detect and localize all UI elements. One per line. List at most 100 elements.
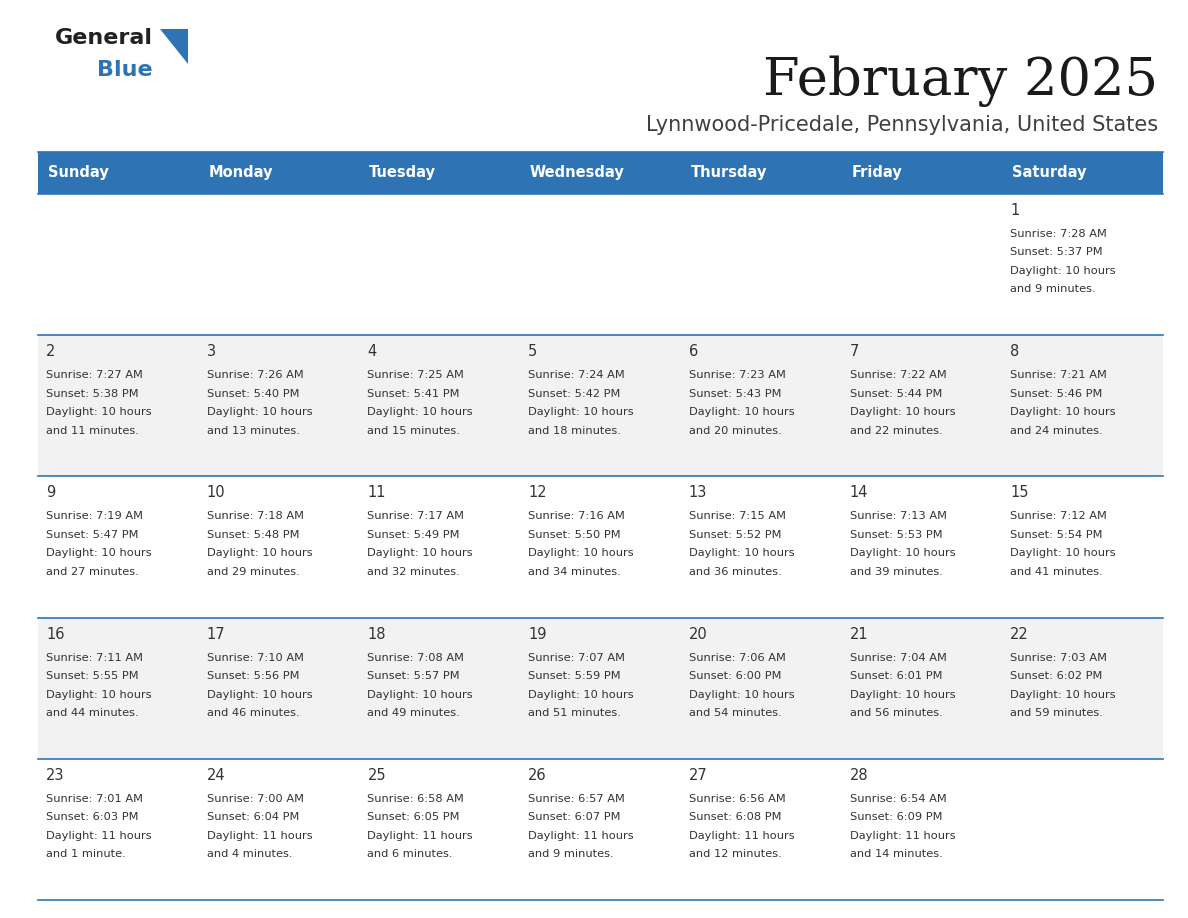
Text: Sunset: 5:49 PM: Sunset: 5:49 PM — [367, 530, 460, 540]
Text: Daylight: 10 hours: Daylight: 10 hours — [1010, 266, 1116, 276]
Text: Daylight: 11 hours: Daylight: 11 hours — [46, 831, 152, 841]
Text: Sunrise: 7:15 AM: Sunrise: 7:15 AM — [689, 511, 786, 521]
Text: Daylight: 10 hours: Daylight: 10 hours — [529, 548, 634, 558]
Text: Sunrise: 7:28 AM: Sunrise: 7:28 AM — [1010, 229, 1107, 239]
Text: and 46 minutes.: and 46 minutes. — [207, 708, 299, 718]
Text: Sunset: 5:55 PM: Sunset: 5:55 PM — [46, 671, 139, 681]
Text: Daylight: 11 hours: Daylight: 11 hours — [849, 831, 955, 841]
Text: and 54 minutes.: and 54 minutes. — [689, 708, 782, 718]
Text: and 29 minutes.: and 29 minutes. — [207, 567, 299, 577]
Text: and 27 minutes.: and 27 minutes. — [46, 567, 139, 577]
Text: Sunset: 6:09 PM: Sunset: 6:09 PM — [849, 812, 942, 823]
Text: Sunset: 5:44 PM: Sunset: 5:44 PM — [849, 388, 942, 398]
Text: Daylight: 10 hours: Daylight: 10 hours — [689, 408, 795, 417]
Text: Sunset: 6:03 PM: Sunset: 6:03 PM — [46, 812, 139, 823]
Text: Daylight: 10 hours: Daylight: 10 hours — [689, 689, 795, 700]
Text: Lynnwood-Pricedale, Pennsylvania, United States: Lynnwood-Pricedale, Pennsylvania, United… — [646, 115, 1158, 135]
Text: Sunrise: 7:22 AM: Sunrise: 7:22 AM — [849, 370, 947, 380]
Text: Daylight: 10 hours: Daylight: 10 hours — [849, 689, 955, 700]
Bar — [38, 335, 1163, 476]
Text: Sunrise: 7:00 AM: Sunrise: 7:00 AM — [207, 794, 304, 804]
Text: 11: 11 — [367, 486, 386, 500]
Text: 13: 13 — [689, 486, 707, 500]
Text: and 41 minutes.: and 41 minutes. — [1010, 567, 1104, 577]
Text: Sunset: 5:38 PM: Sunset: 5:38 PM — [46, 388, 139, 398]
Text: Daylight: 10 hours: Daylight: 10 hours — [207, 689, 312, 700]
Text: Sunset: 6:07 PM: Sunset: 6:07 PM — [529, 812, 620, 823]
Text: Thursday: Thursday — [690, 165, 767, 181]
Text: General: General — [55, 28, 153, 48]
Bar — [38, 618, 1163, 759]
Text: Sunset: 5:56 PM: Sunset: 5:56 PM — [207, 671, 299, 681]
Text: 16: 16 — [46, 627, 64, 642]
Text: Daylight: 10 hours: Daylight: 10 hours — [1010, 689, 1116, 700]
Text: 26: 26 — [529, 767, 546, 783]
Text: Sunrise: 7:06 AM: Sunrise: 7:06 AM — [689, 653, 785, 663]
Text: 4: 4 — [367, 344, 377, 359]
Text: 5: 5 — [529, 344, 537, 359]
Text: 6: 6 — [689, 344, 699, 359]
Text: Sunset: 5:48 PM: Sunset: 5:48 PM — [207, 530, 299, 540]
Text: Sunset: 5:52 PM: Sunset: 5:52 PM — [689, 530, 782, 540]
Text: and 14 minutes.: and 14 minutes. — [849, 849, 942, 859]
Text: and 56 minutes.: and 56 minutes. — [849, 708, 942, 718]
Text: Sunset: 6:04 PM: Sunset: 6:04 PM — [207, 812, 299, 823]
Text: February 2025: February 2025 — [763, 55, 1158, 106]
Text: 28: 28 — [849, 767, 868, 783]
Text: 9: 9 — [46, 486, 56, 500]
Text: 18: 18 — [367, 627, 386, 642]
Text: and 15 minutes.: and 15 minutes. — [367, 426, 460, 436]
Text: Daylight: 10 hours: Daylight: 10 hours — [207, 408, 312, 417]
Text: Sunset: 5:43 PM: Sunset: 5:43 PM — [689, 388, 782, 398]
Bar — [38, 194, 1163, 335]
Text: 7: 7 — [849, 344, 859, 359]
Text: and 11 minutes.: and 11 minutes. — [46, 426, 139, 436]
Text: and 32 minutes.: and 32 minutes. — [367, 567, 460, 577]
Text: Sunrise: 7:08 AM: Sunrise: 7:08 AM — [367, 653, 465, 663]
Bar — [38, 759, 1163, 900]
Text: Sunrise: 7:13 AM: Sunrise: 7:13 AM — [849, 511, 947, 521]
Text: Sunset: 5:50 PM: Sunset: 5:50 PM — [529, 530, 621, 540]
Text: Daylight: 11 hours: Daylight: 11 hours — [529, 831, 634, 841]
Text: 14: 14 — [849, 486, 868, 500]
Text: Friday: Friday — [852, 165, 902, 181]
Text: Daylight: 10 hours: Daylight: 10 hours — [1010, 408, 1116, 417]
Text: 19: 19 — [529, 627, 546, 642]
Text: Daylight: 11 hours: Daylight: 11 hours — [689, 831, 795, 841]
Text: 24: 24 — [207, 767, 226, 783]
Text: Sunrise: 7:19 AM: Sunrise: 7:19 AM — [46, 511, 143, 521]
Text: Sunset: 6:02 PM: Sunset: 6:02 PM — [1010, 671, 1102, 681]
Text: Sunrise: 7:24 AM: Sunrise: 7:24 AM — [529, 370, 625, 380]
Text: Sunrise: 7:11 AM: Sunrise: 7:11 AM — [46, 653, 143, 663]
Text: Sunrise: 7:26 AM: Sunrise: 7:26 AM — [207, 370, 303, 380]
Bar — [38, 476, 1163, 618]
Text: Daylight: 10 hours: Daylight: 10 hours — [46, 408, 152, 417]
Text: Daylight: 10 hours: Daylight: 10 hours — [367, 548, 473, 558]
Text: 2: 2 — [46, 344, 56, 359]
Text: and 44 minutes.: and 44 minutes. — [46, 708, 139, 718]
Text: Sunrise: 6:56 AM: Sunrise: 6:56 AM — [689, 794, 785, 804]
Text: 10: 10 — [207, 486, 226, 500]
Text: 22: 22 — [1010, 627, 1029, 642]
Text: Wednesday: Wednesday — [530, 165, 625, 181]
Text: Monday: Monday — [208, 165, 273, 181]
Text: Sunrise: 6:54 AM: Sunrise: 6:54 AM — [849, 794, 947, 804]
Text: Daylight: 11 hours: Daylight: 11 hours — [207, 831, 312, 841]
Text: and 20 minutes.: and 20 minutes. — [689, 426, 782, 436]
Text: and 59 minutes.: and 59 minutes. — [1010, 708, 1104, 718]
Text: Sunset: 5:41 PM: Sunset: 5:41 PM — [367, 388, 460, 398]
Text: Sunrise: 7:18 AM: Sunrise: 7:18 AM — [207, 511, 304, 521]
Text: and 24 minutes.: and 24 minutes. — [1010, 426, 1102, 436]
Text: Daylight: 10 hours: Daylight: 10 hours — [529, 408, 634, 417]
Text: 17: 17 — [207, 627, 226, 642]
Text: Sunset: 5:47 PM: Sunset: 5:47 PM — [46, 530, 139, 540]
Text: Sunset: 5:59 PM: Sunset: 5:59 PM — [529, 671, 621, 681]
Text: Sunset: 6:05 PM: Sunset: 6:05 PM — [367, 812, 460, 823]
Text: Sunset: 5:42 PM: Sunset: 5:42 PM — [529, 388, 620, 398]
Text: Daylight: 10 hours: Daylight: 10 hours — [849, 408, 955, 417]
Text: and 51 minutes.: and 51 minutes. — [529, 708, 621, 718]
Text: Sunset: 6:08 PM: Sunset: 6:08 PM — [689, 812, 782, 823]
Text: 8: 8 — [1010, 344, 1019, 359]
Text: and 1 minute.: and 1 minute. — [46, 849, 126, 859]
Text: Daylight: 10 hours: Daylight: 10 hours — [367, 408, 473, 417]
